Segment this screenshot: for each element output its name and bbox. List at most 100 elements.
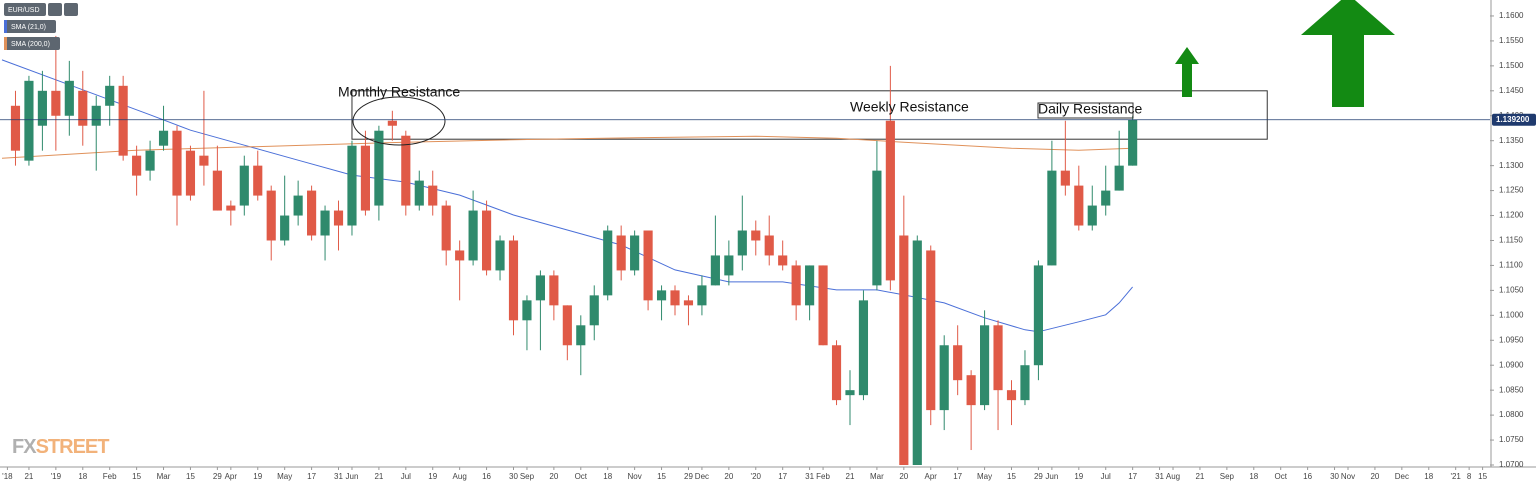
price-tag: [1492, 113, 1536, 126]
candle-body: [845, 390, 855, 396]
x-tick-label: 19: [253, 472, 262, 481]
x-tick-label: 20: [549, 472, 558, 481]
watermark-part: FX: [12, 436, 37, 458]
x-tick-label: Mar: [157, 472, 171, 481]
resistance-zone: [351, 90, 1268, 140]
x-tick-label: Mar: [870, 472, 884, 481]
candle-body: [603, 230, 613, 296]
x-tick-label: 18: [603, 472, 612, 481]
x-tick-label: 18: [1249, 472, 1258, 481]
x-tick-label: May: [977, 472, 992, 481]
x-tick-label: Jul: [401, 472, 411, 481]
x-tick-label: 31: [805, 472, 814, 481]
candle-body: [64, 80, 74, 116]
candle-body: [885, 120, 895, 281]
candle-body: [360, 145, 371, 211]
candle-body: [858, 300, 869, 396]
y-tick-label: 1.0750: [1499, 435, 1524, 444]
candle-body: [158, 130, 169, 146]
y-tick-label: 1.1150: [1499, 236, 1523, 245]
x-tick-label: '20: [751, 472, 762, 481]
legend-button[interactable]: [48, 3, 62, 16]
candle-body: [576, 325, 586, 346]
candle-body: [549, 275, 559, 306]
candle-body: [1101, 190, 1111, 206]
x-tick-label: 18: [1424, 472, 1433, 481]
candle-body: [468, 210, 478, 261]
candle-body: [441, 205, 451, 251]
candle-body: [401, 135, 411, 206]
x-tick-label: 15: [1478, 472, 1487, 481]
candle-body: [253, 165, 263, 196]
x-tick-label: 15: [186, 472, 195, 481]
candle-body: [1087, 205, 1097, 226]
candle-body: [589, 295, 599, 326]
x-tick-label: May: [277, 472, 292, 481]
x-tick-label: 16: [482, 472, 491, 481]
x-tick-label: Sep: [520, 472, 535, 481]
x-tick-label: 31: [1155, 472, 1164, 481]
annotation: Monthly Resistance: [338, 84, 460, 100]
y-tick-label: 1.0900: [1499, 360, 1524, 369]
candle-body: [912, 240, 922, 466]
candle-body: [91, 105, 101, 126]
y-tick-label: 1.1200: [1499, 211, 1524, 220]
label-box: [1037, 102, 1134, 119]
annotation: Weekly Resistance: [850, 99, 969, 115]
x-tick-label: 21: [1195, 472, 1204, 481]
candle-body: [683, 300, 694, 306]
annotation: Daily Resistance: [1038, 101, 1142, 117]
candle-body: [118, 85, 128, 156]
x-tick-label: 17: [953, 472, 962, 481]
candle-body: [280, 215, 290, 241]
legend-swatch: [4, 20, 7, 33]
candle-body: [387, 120, 397, 126]
legend-box: [4, 37, 60, 50]
candle-body: [953, 345, 963, 381]
x-tick-label: Jul: [1101, 472, 1111, 481]
y-tick-label: 1.1500: [1499, 61, 1524, 70]
x-tick-label: Nov: [628, 472, 642, 481]
candle-body: [737, 230, 747, 256]
candle-body: [562, 305, 572, 346]
candle-body: [616, 235, 626, 271]
watermark: FXSTREET: [12, 436, 109, 458]
candle-body: [333, 210, 344, 226]
y-tick-label: 1.1000: [1499, 310, 1524, 319]
candle-body: [764, 235, 774, 256]
legend-label: SMA (21,0): [11, 24, 46, 31]
candle-body: [78, 90, 88, 126]
x-tick-label: '21: [1450, 472, 1461, 481]
x-tick-label: 31: [334, 472, 343, 481]
x-tick-label: 16: [1303, 472, 1312, 481]
x-tick-label: 17: [1128, 472, 1137, 481]
x-tick-label: 20: [899, 472, 908, 481]
candle-body: [145, 150, 155, 171]
x-tick-label: 19: [1074, 472, 1083, 481]
y-tick-label: 1.0700: [1499, 460, 1524, 469]
candle-body: [185, 150, 196, 196]
legend-swatch: [4, 37, 7, 50]
x-tick-label: 15: [132, 472, 141, 481]
x-tick-label: 20: [1370, 472, 1379, 481]
x-tick-label: 18: [78, 472, 87, 481]
x-tick-label: Oct: [1274, 472, 1287, 481]
sma-line: [1, 135, 1133, 159]
x-tick-label: 29: [213, 472, 222, 481]
y-tick-label: 1.1100: [1499, 261, 1523, 270]
candle-body: [831, 345, 842, 401]
candle-body: [347, 145, 357, 226]
x-tick-label: Jun: [346, 472, 359, 481]
x-tick-label: Apr: [225, 472, 238, 481]
x-tick-label: '18: [2, 472, 13, 481]
x-tick-label: 15: [1007, 472, 1016, 481]
candle-body: [805, 265, 815, 306]
candle-body: [320, 210, 330, 236]
legend-button[interactable]: [64, 3, 78, 16]
candle-body: [535, 275, 545, 301]
candle-body: [239, 165, 249, 206]
candle-body: [105, 85, 115, 106]
x-tick-label: 21: [846, 472, 855, 481]
